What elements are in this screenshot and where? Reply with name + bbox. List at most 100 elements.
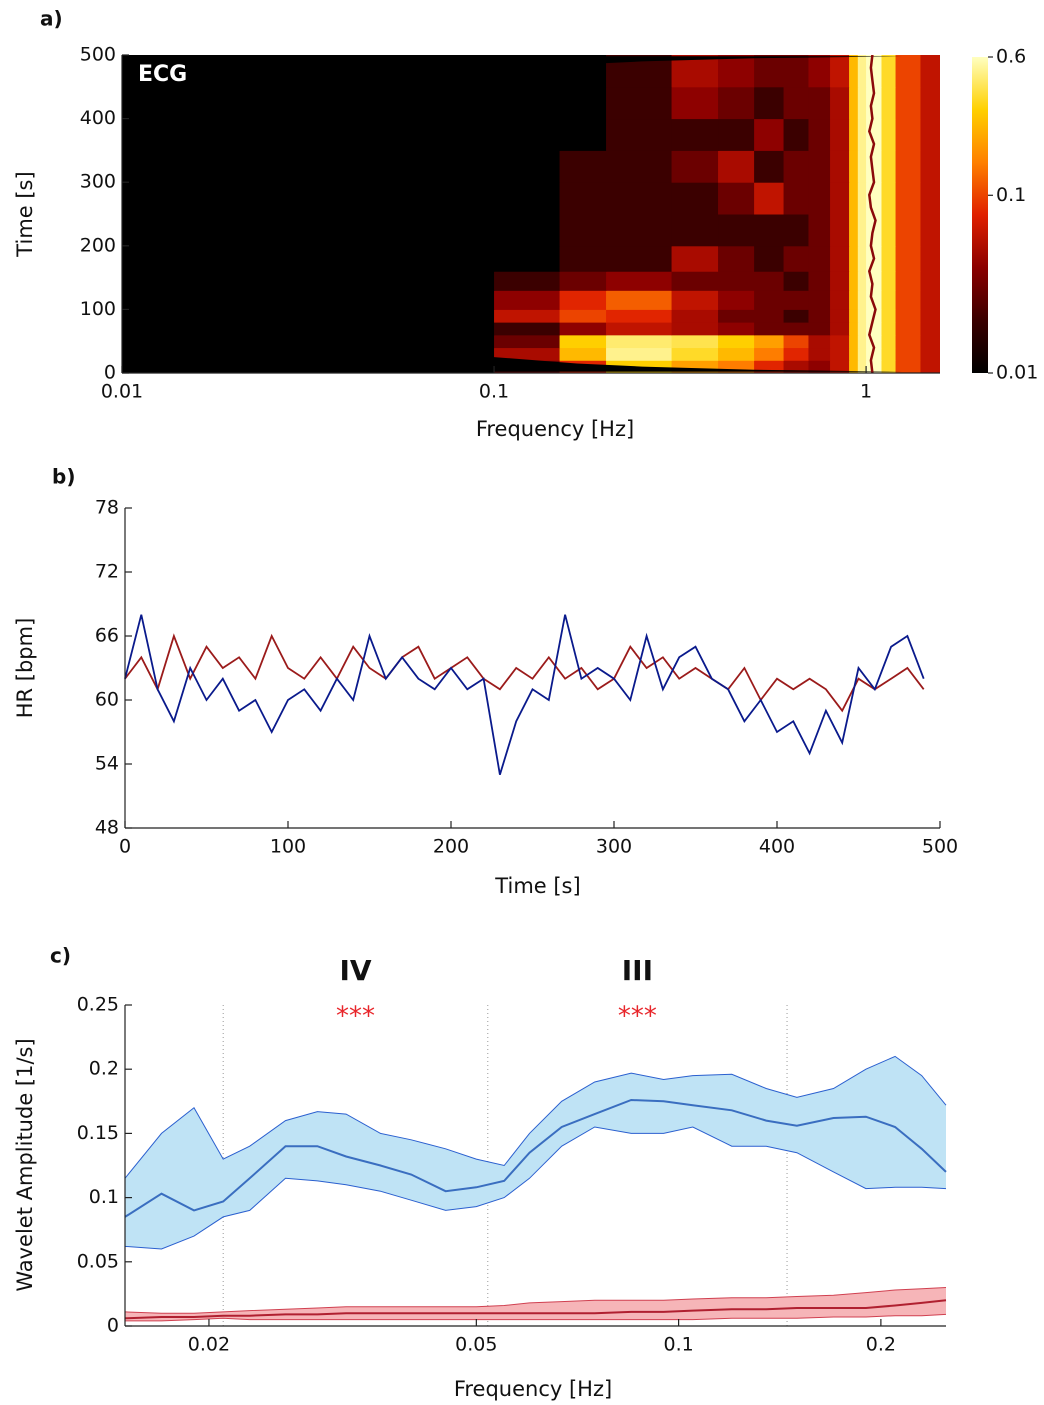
heatmap-cell: [849, 150, 859, 183]
heatmap-cell: [494, 322, 561, 336]
heatmap-cell: [849, 309, 859, 323]
y-tick-label: 400: [80, 107, 116, 129]
x-tick-label: 300: [596, 836, 632, 858]
heatmap-cell: [494, 214, 561, 247]
heatmap-cell: [881, 290, 897, 310]
heatmap-cell: [881, 182, 897, 215]
heatmap-cell: [808, 347, 831, 361]
heatmap-cell: [849, 360, 859, 373]
heatmap-cell: [849, 322, 859, 336]
y-tick-label: 48: [95, 817, 119, 839]
mean-line: [124, 1098, 947, 1218]
x-tick-label: 100: [270, 836, 306, 858]
heatmap-cell: [606, 150, 673, 183]
x-tick-label: 1: [860, 381, 872, 403]
heatmap-cell: [920, 86, 940, 120]
heatmap-cell: [754, 322, 785, 336]
heatmap-cell: [606, 334, 673, 349]
heatmap-cell: [830, 150, 850, 183]
heatmap-cell: [671, 334, 719, 349]
heatmap-cell: [920, 150, 940, 183]
band-upper: [124, 1055, 947, 1179]
heatmap-cell: [559, 334, 607, 349]
heatmap-cell: [895, 290, 921, 310]
heatmap-cell: [830, 118, 850, 151]
heatmap-cell: [671, 347, 719, 361]
panel-c: c) Wavelet Amplitude [1/s] Frequency [Hz…: [13, 944, 947, 1401]
heatmap-cell: [494, 182, 561, 215]
hr-line: [124, 633, 925, 713]
band: [125, 1287, 946, 1321]
heatmap-cell: [671, 86, 719, 120]
heatmap-cell: [881, 150, 897, 183]
heatmap-cell: [559, 271, 607, 291]
heatmap-cell: [783, 322, 809, 336]
significance: ***: [618, 1002, 657, 1032]
heatmap-cell: [830, 245, 850, 272]
heatmap-cell: [494, 347, 561, 361]
heatmap-cell: [494, 309, 561, 323]
heatmap-cell: [606, 118, 673, 151]
heatmap-cell: [718, 55, 755, 88]
x-tick-label: 0.05: [455, 1334, 497, 1356]
heatmap-cell: [849, 86, 859, 120]
x-tick-label: 0.02: [188, 1334, 230, 1356]
heatmap-cell: [920, 322, 940, 336]
heatmap-cell: [920, 214, 940, 247]
heatmap-cell: [895, 309, 921, 323]
heatmap-cell: [718, 322, 755, 336]
panel-label: a): [40, 7, 63, 31]
heatmap-cell: [783, 309, 809, 323]
y-tick-label: 78: [95, 497, 119, 519]
y-tick-label: 66: [95, 625, 119, 647]
y-tick-label: 0.15: [77, 1122, 119, 1144]
colorbar-tick-label: 0.1: [996, 184, 1026, 206]
heatmap-cell: [754, 182, 785, 215]
heatmap-cell: [606, 245, 673, 272]
heatmap-cell: [783, 347, 809, 361]
heatmap-cell: [808, 214, 831, 247]
heatmap-cell: [866, 86, 882, 120]
heatmap-cell: [808, 309, 831, 323]
heatmap-cell: [808, 150, 831, 183]
heatmap-cell: [671, 290, 719, 310]
heatmap-cell: [754, 118, 785, 151]
heatmap-cell: [881, 322, 897, 336]
heatmap-cell: [895, 334, 921, 349]
heatmap-cell: [808, 55, 831, 88]
panel-a: a) Time [s] Frequency [Hz] ECG 0.01 0.1 0.6…: [13, 7, 1038, 442]
heatmap-cell: [830, 347, 850, 361]
heatmap-cell: [830, 290, 850, 310]
interval-label: IV: [339, 954, 371, 987]
heatmap-cell: [808, 360, 831, 373]
x-tick-label: 0.1: [664, 1334, 694, 1356]
x-tick-label: 400: [759, 836, 795, 858]
panel-b: b) HR [bpm] Time [s] 0 100 200 300 400 500 48 5…: [13, 465, 958, 899]
colorbar-tick-label: 0.6: [996, 46, 1026, 68]
significance: ***: [336, 1002, 375, 1032]
heatmap-cell: [857, 150, 867, 183]
heatmap-cell: [857, 182, 867, 215]
heatmap-cell: [606, 347, 673, 361]
heatmap-cell: [606, 290, 673, 310]
x-tick-label: 500: [922, 836, 958, 858]
heatmap-cell: [606, 271, 673, 291]
heatmap-cell: [754, 290, 785, 310]
heatmap-cell: [808, 245, 831, 272]
heatmap-cell: [559, 290, 607, 310]
heatmap-cell: [830, 322, 850, 336]
heatmap-cell: [783, 182, 809, 215]
heatmap-cell: [808, 118, 831, 151]
heatmap-cell: [895, 322, 921, 336]
heatmap-cell: [857, 322, 867, 336]
y-tick-label: 54: [95, 753, 119, 775]
heatmap-cell: [808, 271, 831, 291]
y-tick-label: 72: [95, 561, 119, 583]
heatmap-cell: [671, 309, 719, 323]
heatmap-cell: [494, 118, 561, 151]
heatmap-cell: [754, 309, 785, 323]
heatmap-cell: [783, 118, 809, 151]
heatmap-cell: [783, 214, 809, 247]
heatmap-cell: [494, 334, 561, 349]
